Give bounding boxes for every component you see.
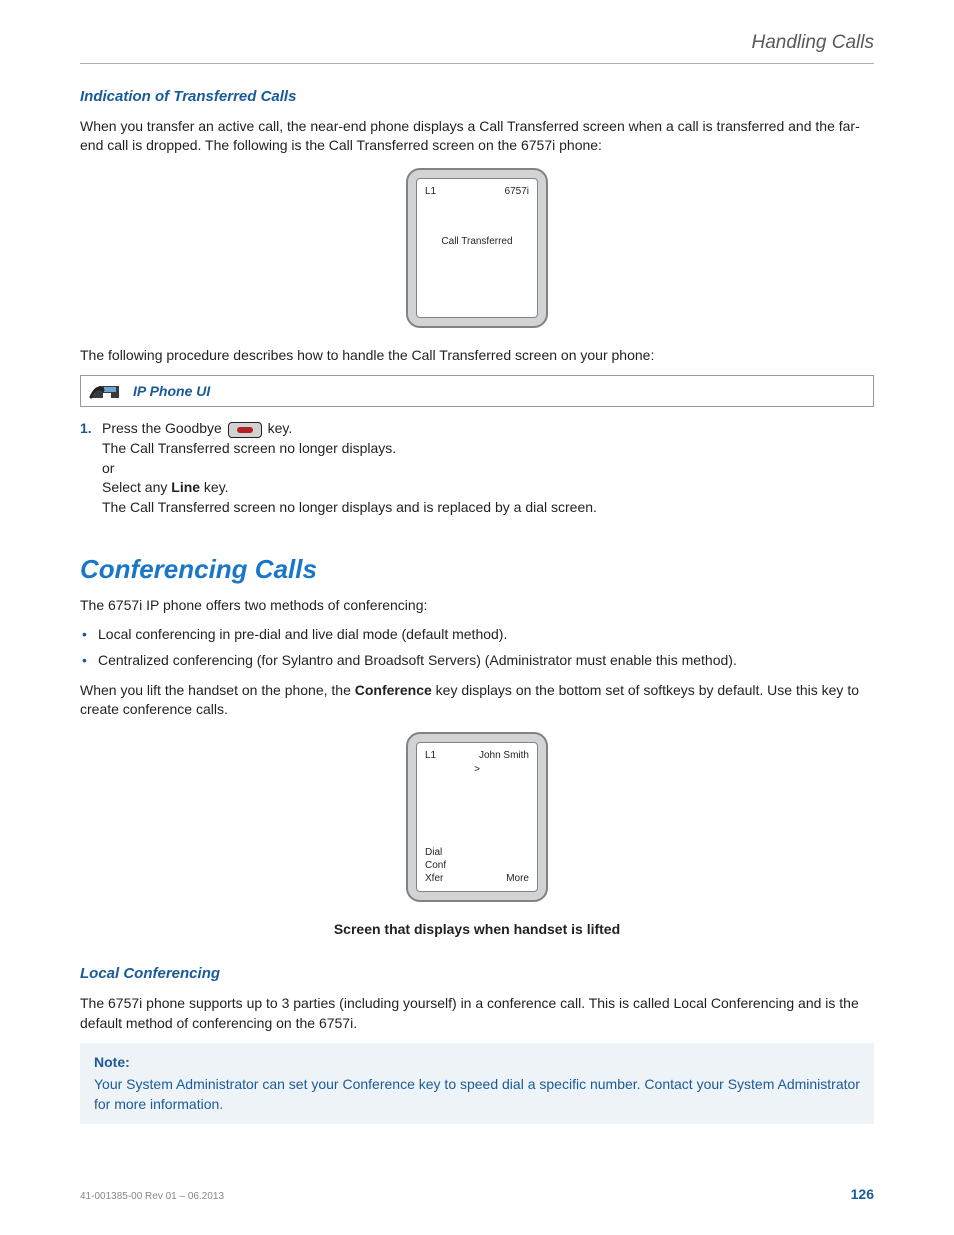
conf-bullet-list: Local conferencing in pre-dial and live … bbox=[80, 625, 874, 670]
phone1-status: Call Transferred bbox=[425, 235, 529, 249]
conf-bullet-2: Centralized conferencing (for Sylantro a… bbox=[80, 651, 874, 671]
phone2-name: John Smith bbox=[479, 749, 529, 763]
step-1-number: 1. bbox=[80, 419, 102, 517]
conf-intro: The 6757i IP phone offers two methods of… bbox=[80, 596, 874, 616]
footer-page-number: 126 bbox=[851, 1185, 874, 1205]
header-title: Handling Calls bbox=[751, 32, 874, 53]
phone-frame-1: L1 6757i Call Transferred bbox=[406, 168, 548, 328]
phone2-row-xfer: Xfer More bbox=[425, 872, 529, 885]
phone-screen-2-wrap: L1 John Smith > Dial Conf Xfer More bbox=[80, 732, 874, 902]
phone2-xfer: Xfer bbox=[425, 872, 443, 885]
step-1-line5: The Call Transferred screen no longer di… bbox=[102, 498, 874, 518]
step1-line4-bold: Line bbox=[171, 479, 200, 495]
conf-p2: When you lift the handset on the phone, … bbox=[80, 681, 874, 720]
phone-icon bbox=[89, 380, 123, 402]
phone2-more: More bbox=[506, 872, 529, 885]
local-para: The 6757i phone supports up to 3 parties… bbox=[80, 994, 874, 1033]
step-1-line2: The Call Transferred screen no longer di… bbox=[102, 439, 874, 459]
phone2-dial: Dial bbox=[425, 846, 442, 859]
step-1: 1. Press the Goodbye key. The Call Trans… bbox=[80, 419, 874, 517]
page-footer: 41-001385-00 Rev 01 – 06.2013 126 bbox=[80, 1185, 874, 1205]
step-1-line3: or bbox=[102, 459, 874, 479]
section-heading-transferred: Indication of Transferred Calls bbox=[80, 86, 874, 107]
phone2-row-conf: Conf bbox=[425, 859, 529, 872]
step-1-body: Press the Goodbye key. The Call Transfer… bbox=[102, 419, 874, 517]
para-transfer-1: When you transfer an active call, the ne… bbox=[80, 117, 874, 156]
phone2-top: L1 John Smith > bbox=[425, 749, 529, 846]
step1-text-a: Press the Goodbye bbox=[102, 420, 226, 436]
phone2-bottom: Dial Conf Xfer More bbox=[425, 846, 529, 885]
ip-phone-ui-label: IP Phone UI bbox=[133, 382, 210, 402]
step1-line4b: key. bbox=[200, 479, 229, 495]
document-page: Handling Calls Indication of Transferred… bbox=[0, 0, 954, 1235]
phone-frame-2: L1 John Smith > Dial Conf Xfer More bbox=[406, 732, 548, 902]
phone1-top-row: L1 6757i bbox=[425, 185, 529, 199]
section-heading-local: Local Conferencing bbox=[80, 963, 874, 984]
phone2-line: L1 bbox=[425, 749, 436, 763]
para-transfer-2: The following procedure describes how to… bbox=[80, 346, 874, 366]
note-label: Note: bbox=[94, 1053, 860, 1073]
ip-phone-ui-box: IP Phone UI bbox=[80, 375, 874, 407]
phone2-row1: L1 John Smith bbox=[425, 749, 529, 763]
goodbye-key-icon bbox=[228, 422, 262, 438]
phone2-caption: Screen that displays when handset is lif… bbox=[80, 920, 874, 940]
phone-display-1: L1 6757i Call Transferred bbox=[416, 178, 538, 318]
conf-p2a: When you lift the handset on the phone, … bbox=[80, 682, 355, 698]
phone2-gt: > bbox=[425, 763, 529, 777]
phone2-row-dial: Dial bbox=[425, 846, 529, 859]
phone-screen-1-wrap: L1 6757i Call Transferred bbox=[80, 168, 874, 328]
note-text: Your System Administrator can set your C… bbox=[94, 1075, 860, 1114]
phone-display-2: L1 John Smith > Dial Conf Xfer More bbox=[416, 742, 538, 892]
step1-text-b: key. bbox=[264, 420, 293, 436]
phone1-model: 6757i bbox=[505, 185, 529, 199]
phone1-line: L1 bbox=[425, 185, 436, 199]
step1-line4a: Select any bbox=[102, 479, 171, 495]
step-1-line1: Press the Goodbye key. bbox=[102, 419, 874, 439]
phone2-conf: Conf bbox=[425, 859, 446, 872]
conf-bullet-1: Local conferencing in pre-dial and live … bbox=[80, 625, 874, 645]
page-header: Handling Calls bbox=[80, 30, 874, 64]
note-box: Note: Your System Administrator can set … bbox=[80, 1043, 874, 1124]
footer-rev: 41-001385-00 Rev 01 – 06.2013 bbox=[80, 1190, 224, 1204]
heading-conferencing: Conferencing Calls bbox=[80, 551, 874, 587]
step-1-line4: Select any Line key. bbox=[102, 478, 874, 498]
conf-p2-bold: Conference bbox=[355, 682, 432, 698]
